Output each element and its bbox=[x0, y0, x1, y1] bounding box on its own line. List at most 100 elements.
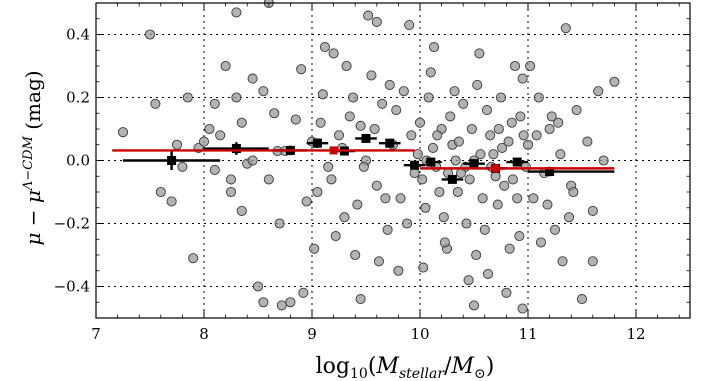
scatter-point bbox=[477, 193, 488, 204]
black-bin-marker bbox=[312, 138, 322, 148]
scatter-point bbox=[598, 155, 609, 166]
scatter-point bbox=[563, 212, 575, 223]
scatter-point bbox=[463, 275, 474, 286]
scatter-point bbox=[493, 123, 504, 135]
x-tick-label: 12 bbox=[626, 325, 645, 343]
scatter-point bbox=[517, 303, 528, 314]
y-axis-label: μ − μΛ−CDM (mag) bbox=[21, 70, 45, 245]
scatter-point bbox=[384, 79, 395, 90]
scatter-point bbox=[166, 196, 177, 207]
scatter-point bbox=[252, 281, 264, 292]
scatter-point bbox=[417, 174, 428, 185]
x-tick-label: 8 bbox=[199, 325, 209, 343]
scatter-point bbox=[455, 168, 467, 179]
scatter-point bbox=[198, 136, 210, 147]
scatter-point bbox=[475, 149, 486, 160]
scatter-point bbox=[518, 130, 529, 141]
scatter-point bbox=[525, 60, 536, 72]
black-bin-marker bbox=[231, 144, 241, 154]
scatter-point bbox=[366, 70, 377, 81]
scatter-point bbox=[531, 130, 542, 141]
y-tick-labels: −0.4 −0.2 0.0 0.2 0.4 bbox=[54, 26, 90, 296]
scatter-point bbox=[380, 193, 391, 204]
scatter-point bbox=[247, 155, 258, 166]
scatter-point bbox=[371, 180, 382, 191]
scatter-point bbox=[117, 127, 129, 138]
scatter-point bbox=[182, 92, 193, 103]
scatter-point bbox=[236, 205, 247, 216]
scatter-point bbox=[225, 186, 237, 198]
scatter-point bbox=[485, 130, 496, 141]
scatter-point bbox=[560, 23, 571, 34]
scatter-point bbox=[231, 92, 242, 103]
scatter-point bbox=[377, 98, 388, 109]
scatter-point bbox=[568, 186, 579, 198]
scatter-point bbox=[449, 86, 460, 97]
y-tick-label: 0.4 bbox=[66, 26, 90, 44]
scatter-point bbox=[150, 98, 161, 109]
scatter-point bbox=[544, 123, 555, 135]
scatter-point bbox=[427, 142, 439, 153]
scatter-point bbox=[517, 73, 528, 84]
scatter-point bbox=[492, 199, 503, 210]
y-tick-label: −0.4 bbox=[54, 278, 90, 296]
scatter-series bbox=[117, 0, 620, 314]
red-bin-marker bbox=[491, 164, 500, 173]
scatter-point bbox=[468, 300, 480, 311]
black-bin-marker bbox=[410, 160, 420, 170]
scatter-point bbox=[391, 105, 402, 116]
scatter-point bbox=[358, 161, 369, 172]
scatter-point bbox=[504, 243, 515, 254]
scatter-point bbox=[285, 297, 296, 308]
scatter-point bbox=[393, 265, 404, 276]
scatter-point bbox=[326, 174, 337, 185]
scatter-point bbox=[298, 287, 309, 298]
scatter-point bbox=[363, 10, 374, 21]
scatter-point bbox=[339, 212, 350, 223]
black-bin-marker bbox=[167, 156, 177, 165]
scatter-point bbox=[319, 42, 331, 53]
axis-ticks bbox=[95, 2, 690, 319]
scatter-point bbox=[507, 174, 518, 185]
scatter-point bbox=[506, 117, 517, 128]
scatter-point bbox=[520, 161, 531, 172]
scatter-point bbox=[409, 168, 420, 179]
scatter-point bbox=[522, 139, 534, 150]
scatter-point bbox=[488, 149, 499, 160]
scatter-point bbox=[263, 174, 274, 185]
x-tick-label: 10 bbox=[410, 325, 429, 343]
scatter-point bbox=[497, 142, 508, 153]
scatter-point bbox=[347, 92, 359, 103]
scatter-point bbox=[290, 114, 301, 125]
scatter-point bbox=[432, 130, 443, 141]
scatter-point bbox=[323, 161, 334, 172]
scatter-point bbox=[414, 117, 426, 128]
scatter-point bbox=[482, 268, 494, 279]
x-tick-labels: 7 8 9 10 11 12 bbox=[91, 325, 645, 343]
scatter-point bbox=[382, 224, 393, 235]
scatter-point bbox=[438, 212, 449, 223]
scatter-point bbox=[296, 64, 307, 75]
scatter-point bbox=[395, 193, 406, 204]
binned-series bbox=[112, 133, 615, 184]
scatter-point bbox=[546, 111, 557, 122]
scatter-point bbox=[404, 19, 415, 31]
scatter-point bbox=[371, 16, 382, 27]
scatter-point bbox=[535, 237, 547, 248]
scatter-point bbox=[474, 48, 485, 59]
scatter-point bbox=[350, 249, 361, 261]
scatter-point bbox=[533, 92, 544, 103]
scatter-point bbox=[458, 98, 469, 109]
y-tick-label: −0.2 bbox=[54, 215, 90, 233]
y-tick-label: 0.2 bbox=[66, 89, 90, 107]
scatter-point bbox=[341, 60, 352, 72]
scatter-point bbox=[401, 218, 413, 229]
scatter-point bbox=[576, 294, 588, 305]
scatter-point bbox=[144, 29, 156, 40]
x-tick-label: 7 bbox=[91, 325, 101, 343]
scatter-point bbox=[425, 67, 436, 78]
scatter-point bbox=[490, 171, 501, 182]
red-bin-marker bbox=[329, 146, 338, 155]
scatter-point bbox=[373, 256, 385, 267]
